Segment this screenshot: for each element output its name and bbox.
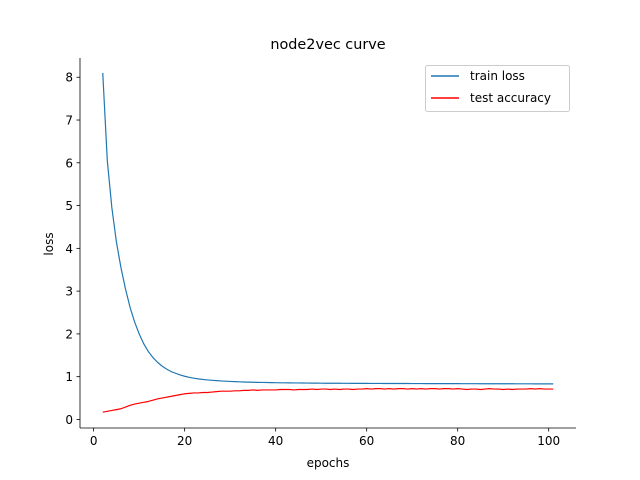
y-tick-label: 7 (65, 114, 73, 128)
y-tick-label: 8 (65, 71, 73, 85)
y-axis-ticks: 0 1 2 3 4 5 6 7 8 (65, 71, 80, 427)
x-tick-label: 0 (90, 434, 98, 448)
x-tick-label: 40 (268, 434, 283, 448)
x-tick-label: 20 (177, 434, 192, 448)
x-axis-ticks: 0 20 40 60 80 100 (90, 428, 560, 448)
series-line-test-accuracy (102, 388, 554, 413)
x-tick-label: 100 (537, 434, 560, 448)
y-tick-label: 5 (65, 199, 73, 213)
y-tick-label: 6 (65, 156, 73, 170)
plot-lines (102, 72, 554, 413)
series-line-train-loss (102, 72, 554, 385)
y-axis-label: loss (42, 232, 56, 255)
chart-title: node2vec curve (270, 37, 385, 53)
x-tick-label: 80 (450, 434, 465, 448)
y-tick-label: 0 (65, 413, 73, 427)
x-tick-label: 60 (359, 434, 374, 448)
legend: train loss test accuracy (425, 65, 570, 112)
y-tick-label: 1 (65, 370, 73, 384)
y-tick-label: 4 (65, 242, 73, 256)
legend-label-train-loss: train loss (470, 69, 525, 83)
legend-box (425, 65, 570, 112)
x-axis-label: epochs (307, 456, 350, 470)
legend-label-test-accuracy: test accuracy (470, 91, 551, 105)
y-tick-label: 3 (65, 285, 73, 299)
y-tick-label: 2 (65, 327, 73, 341)
